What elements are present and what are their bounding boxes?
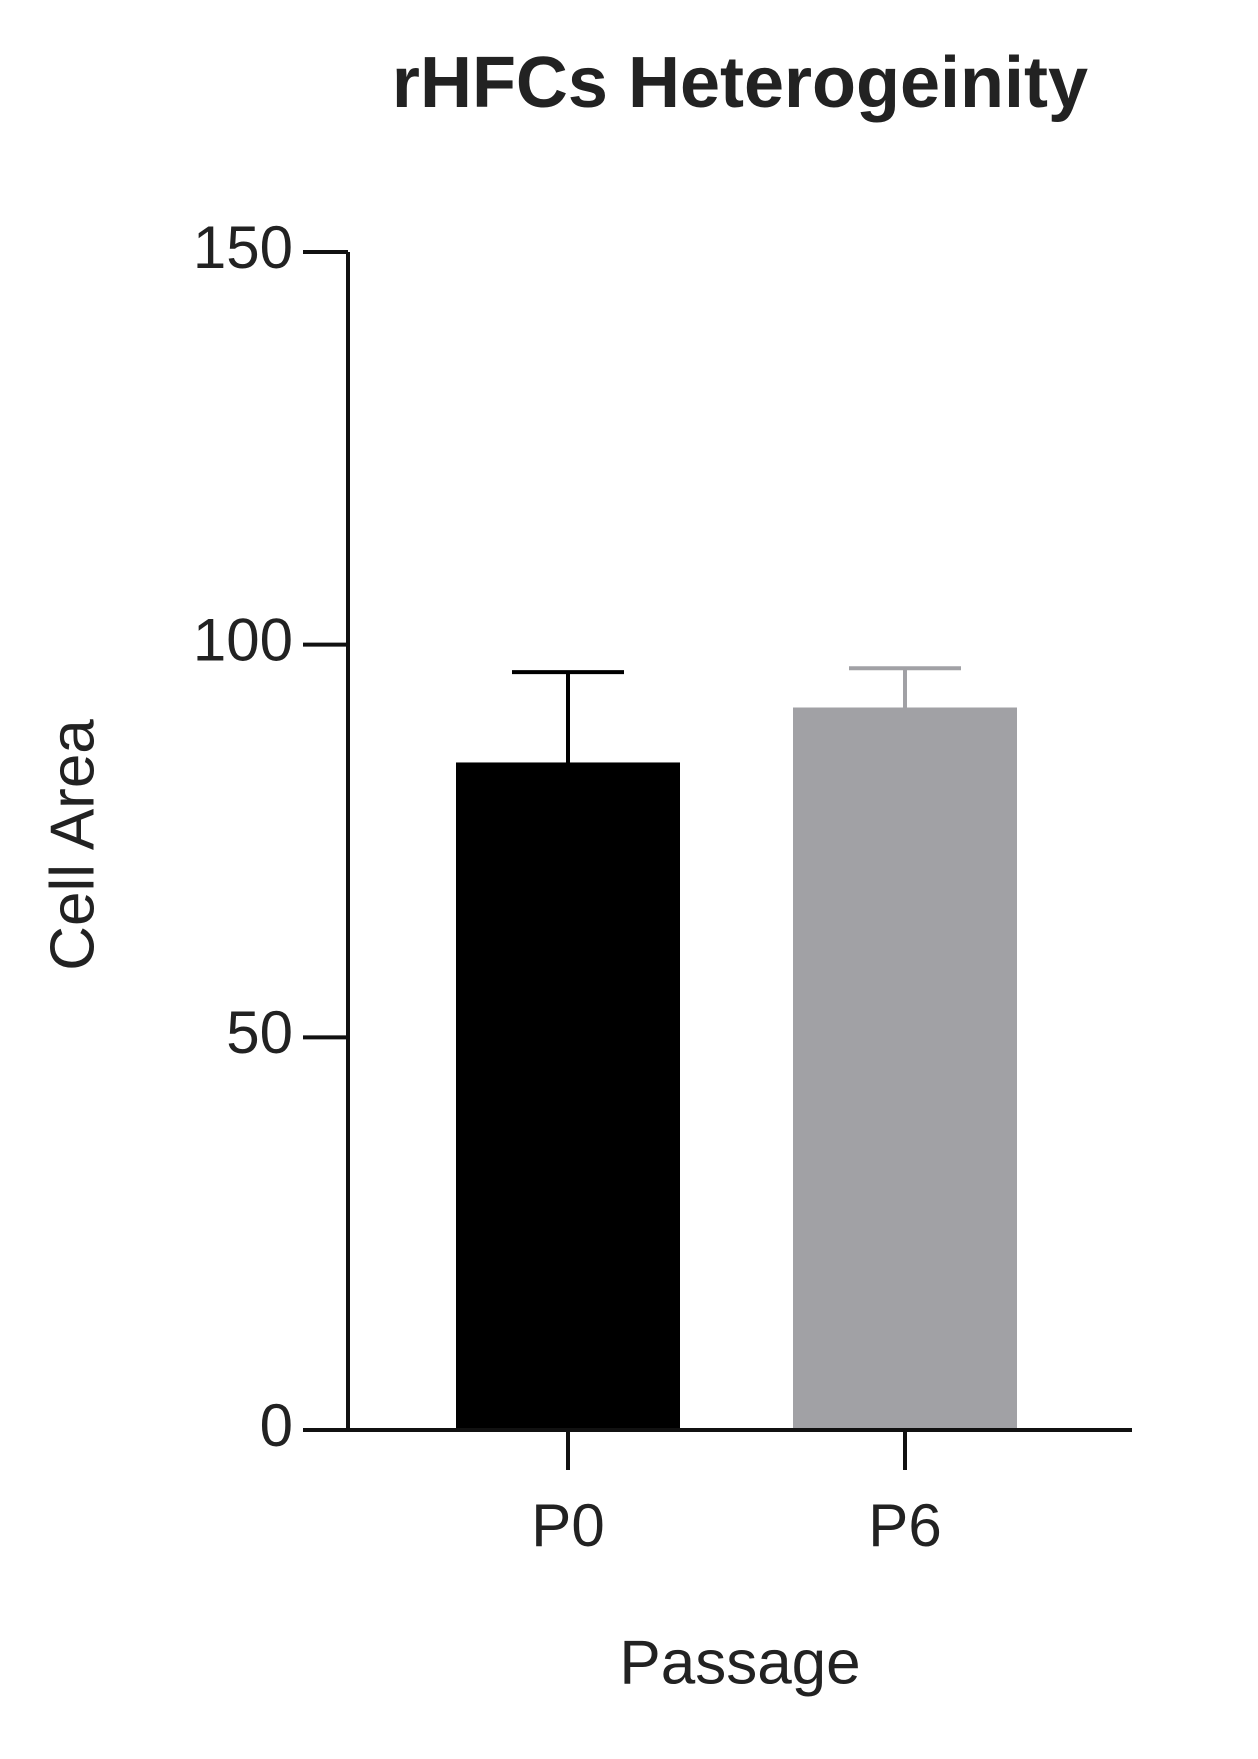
bar bbox=[456, 762, 680, 1430]
x-tick-label: P6 bbox=[868, 1492, 941, 1559]
x-axis-label: Passage bbox=[619, 1628, 860, 1697]
y-axis-label: Cell Area bbox=[38, 719, 107, 971]
chart-title: rHFCs Heterogeinity bbox=[392, 43, 1088, 123]
y-tick-label: 100 bbox=[193, 607, 293, 674]
bar bbox=[793, 707, 1017, 1430]
x-tick-label: P0 bbox=[531, 1492, 604, 1559]
y-tick-label: 150 bbox=[193, 214, 293, 281]
y-tick-label: 0 bbox=[260, 1392, 293, 1459]
y-tick-label: 50 bbox=[226, 999, 293, 1066]
